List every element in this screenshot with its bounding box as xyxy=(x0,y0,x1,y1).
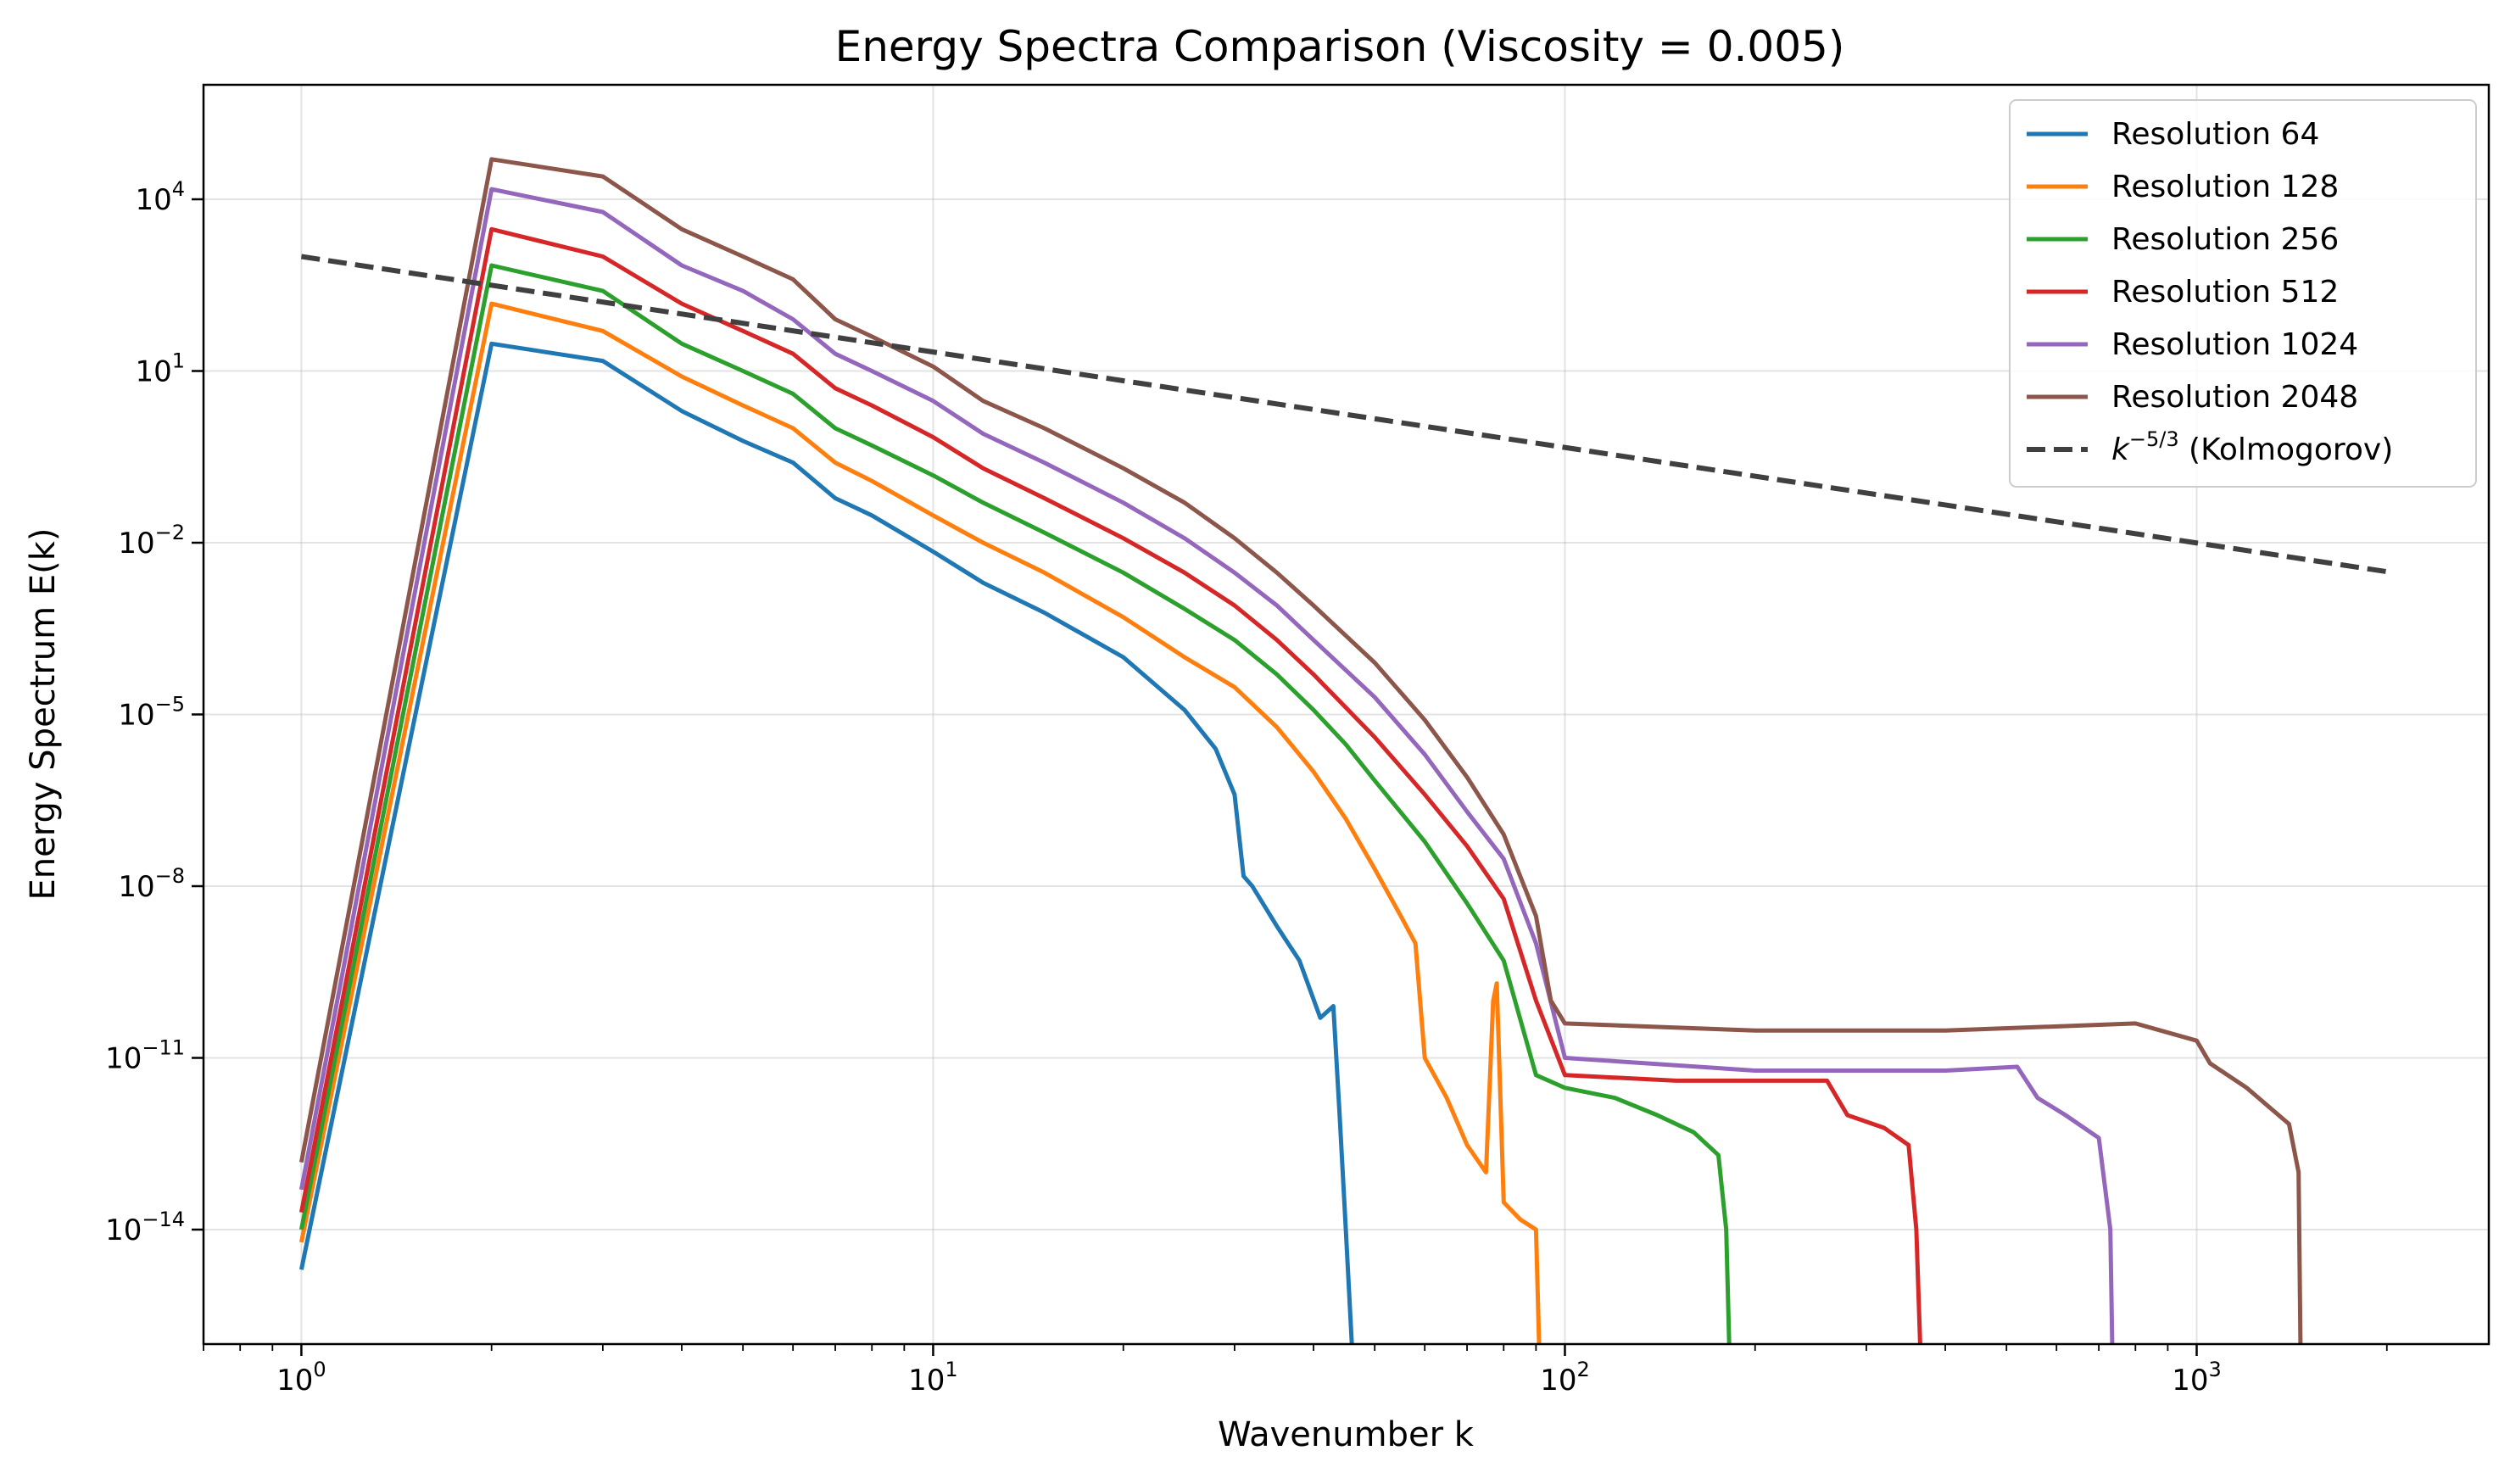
x-tick-base: 10 xyxy=(2172,1364,2208,1398)
y-tick-base: 10 xyxy=(118,699,154,733)
x-axis-ticks: 100 101 102 103 xyxy=(203,1344,2388,1398)
x-tick-base: 10 xyxy=(908,1364,945,1398)
x-axis-label: Wavenumber k xyxy=(1218,1415,1475,1454)
grid xyxy=(204,85,2489,1344)
x-tick-exp: 2 xyxy=(1576,1358,1589,1381)
x-tick-label: 102 xyxy=(1540,1358,1590,1398)
series-line-3 xyxy=(298,263,1732,1344)
series-line-5 xyxy=(298,187,2115,1344)
legend-label: Resolution 2048 xyxy=(2111,380,2358,415)
y-tick-exp: −11 xyxy=(142,1036,185,1060)
y-tick-label: 101 xyxy=(135,349,185,389)
y-tick-exp: −5 xyxy=(155,693,185,717)
x-tick-base: 10 xyxy=(276,1364,313,1398)
series-line-4 xyxy=(298,226,1922,1344)
series-line-2 xyxy=(298,301,1542,1344)
x-tick-exp: 3 xyxy=(2208,1358,2221,1381)
y-tick-exp: −2 xyxy=(155,521,185,544)
x-tick-exp: 0 xyxy=(313,1358,326,1381)
legend-label: Resolution 1024 xyxy=(2111,327,2358,362)
x-tick-label: 103 xyxy=(2172,1358,2222,1398)
x-tick-base: 10 xyxy=(1540,1364,1576,1398)
legend-k: k xyxy=(2111,432,2131,467)
x-tick-label: 100 xyxy=(276,1358,326,1398)
series-lines xyxy=(298,157,2394,1344)
legend-box xyxy=(2009,99,2477,488)
y-tick-base: 10 xyxy=(118,870,154,904)
y-tick-label: 104 xyxy=(135,177,185,217)
legend-label: Resolution 512 xyxy=(2111,275,2339,310)
y-tick-base: 10 xyxy=(135,355,171,389)
y-tick-exp: −8 xyxy=(155,864,185,888)
y-axis-label: Energy Spectrum E(k) xyxy=(24,528,63,901)
legend: Resolution 64 Resolution 128 Resolution 25… xyxy=(2009,99,2477,488)
y-tick-label: 10−5 xyxy=(118,693,185,733)
x-tick-exp: 1 xyxy=(945,1358,957,1381)
y-tick-base: 10 xyxy=(105,1213,142,1247)
series-line-6 xyxy=(298,157,2303,1344)
y-tick-label: 10−8 xyxy=(118,864,185,904)
y-tick-label: 10−2 xyxy=(118,521,185,561)
y-tick-label: 10−11 xyxy=(105,1036,185,1076)
y-tick-base: 10 xyxy=(105,1042,142,1076)
chart-title: Energy Spectra Comparison (Viscosity = 0… xyxy=(835,22,1845,71)
y-tick-exp: 1 xyxy=(172,349,185,373)
series-line-1 xyxy=(298,341,1354,1344)
y-tick-exp: 4 xyxy=(172,177,185,201)
y-tick-base: 10 xyxy=(118,527,154,561)
legend-label: Resolution 64 xyxy=(2111,117,2319,152)
legend-label-reference: k−5/3 (Kolmogorov) xyxy=(2111,427,2393,467)
legend-exponent: −5/3 xyxy=(2129,427,2179,451)
y-tick-label: 10−14 xyxy=(105,1208,185,1247)
plot-area xyxy=(298,157,2394,1344)
x-tick-label: 101 xyxy=(908,1358,958,1398)
y-tick-base: 10 xyxy=(135,183,171,217)
legend-label: Resolution 256 xyxy=(2111,222,2339,257)
legend-label: Resolution 128 xyxy=(2111,170,2339,204)
legend-kolmogorov-text: (Kolmogorov) xyxy=(2179,432,2394,467)
y-tick-exp: −14 xyxy=(142,1208,185,1231)
